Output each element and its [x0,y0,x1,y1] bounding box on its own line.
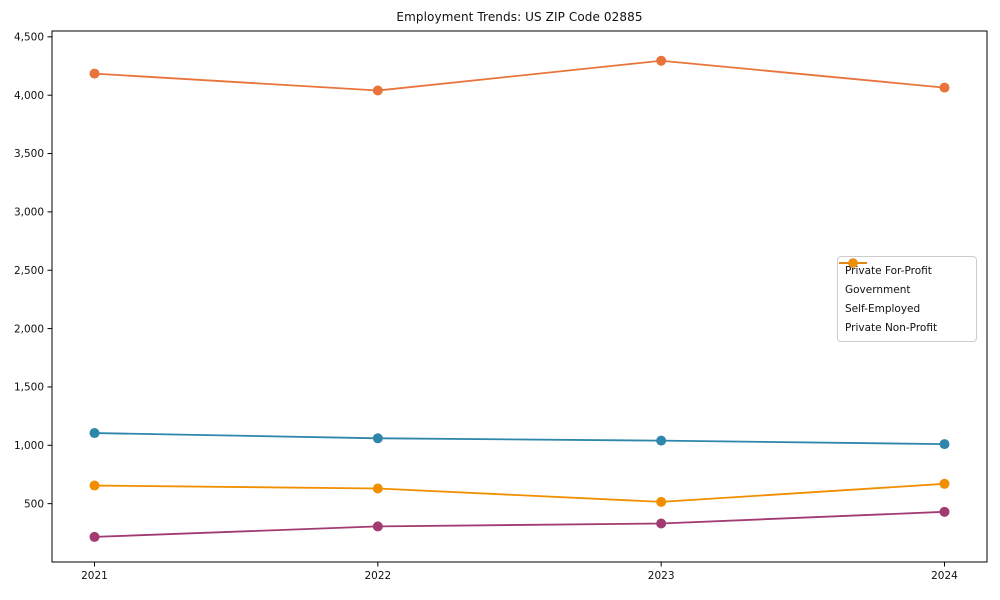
data-point-self-employed [939,506,950,517]
chart-title: Employment Trends: US ZIP Code 02885 [396,10,643,24]
y-tick-label: 1,500 [14,382,44,394]
legend-label: Private For-Profit [845,264,932,277]
legend-swatch-marker [848,258,858,268]
y-tick-label: 2,500 [14,265,44,277]
y-tick-label: 500 [24,498,44,510]
series-line-private-for-profit [94,59,945,92]
legend-item-private-non-profit: Private Non-Profit [839,258,969,336]
data-point-private-non-profit [656,496,667,507]
data-point-government [939,439,950,450]
series-line-self-employed [94,510,945,538]
y-tick-label: 2,000 [14,323,44,335]
data-point-self-employed [656,518,667,529]
legend: Private For-Profit Government Self-Employe… [837,256,977,342]
plot-border [51,30,988,563]
y-tick-label: 4,500 [14,32,44,44]
data-point-private-for-profit [656,55,667,66]
data-point-self-employed [89,531,100,542]
x-tick-label: 2021 [81,570,108,582]
y-tick-label: 3,500 [14,148,44,160]
y-tick-label: 4,000 [14,90,44,102]
data-point-private-for-profit [372,85,383,96]
legend-label: Government [845,283,911,296]
legend-line-marker-icon [839,258,867,268]
data-point-government [372,433,383,444]
legend-label: Self-Employed [845,302,921,315]
series-line-private-non-profit [94,482,945,503]
data-point-private-non-profit [939,478,950,489]
y-tick-label: 1,000 [14,440,44,452]
data-point-private-non-profit [372,483,383,494]
legend-item-self-employed: Self-Employed [839,258,969,317]
data-point-self-employed [372,521,383,532]
data-point-government [89,428,100,439]
legend-label: Private Non-Profit [845,321,938,334]
data-point-private-for-profit [89,68,100,79]
x-tick-label: 2022 [364,570,391,582]
legend-item-government: Government [839,258,969,298]
data-point-government [656,435,667,446]
y-tick-label: 3,000 [14,207,44,219]
series-line-government [94,432,945,446]
data-point-private-for-profit [939,82,950,93]
x-tick-label: 2023 [648,570,675,582]
data-point-private-non-profit [89,480,100,491]
x-tick-label: 2024 [931,570,958,582]
